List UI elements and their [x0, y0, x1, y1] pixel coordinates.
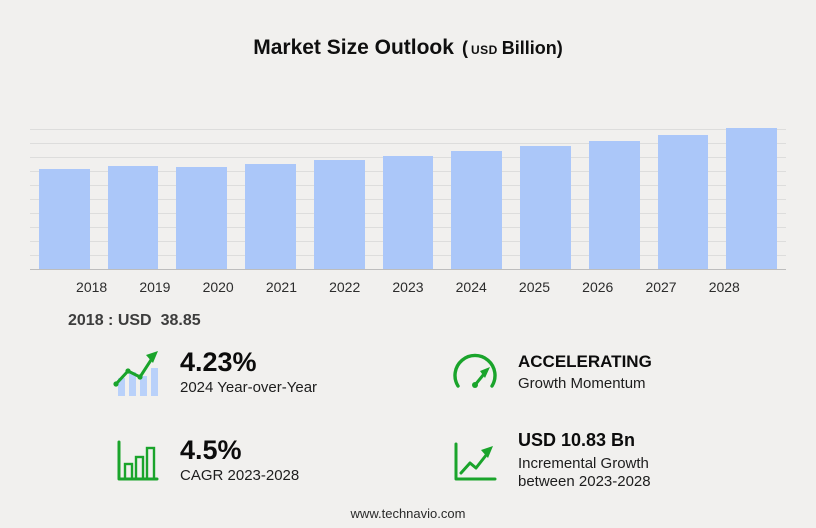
- yoy-value: 4.23%: [180, 346, 257, 377]
- chart-title: Market Size Outlook (USD Billion): [0, 0, 816, 60]
- momentum-title: ACCELERATING: [518, 351, 652, 371]
- x-tick-label: 2025: [518, 279, 551, 295]
- x-tick-label: 2020: [202, 279, 234, 295]
- stat-momentum: ACCELERATING Growth Momentum: [448, 346, 816, 400]
- bar-2020: [176, 120, 228, 269]
- baseline-note: 2018 : USD 38.85: [68, 312, 816, 330]
- chart-bars-icon: [117, 440, 159, 481]
- bar-2023: [382, 120, 434, 269]
- cagr-value: 4.5%: [180, 435, 242, 465]
- x-tick-label: 2023: [392, 279, 424, 295]
- stat-cagr: 4.5% CAGR 2023-2028: [110, 430, 448, 492]
- chart-title-text: Market Size Outlook: [253, 36, 454, 59]
- bar-2024: [451, 120, 503, 269]
- bar-2021: [245, 120, 296, 269]
- stat-incremental: USD 10.83 Bn Incremental Growth between …: [448, 430, 816, 492]
- bar-2018: [39, 120, 90, 269]
- stats-grid: 4.23% 2024 Year-over-Year ACCELERATING G…: [110, 346, 816, 492]
- bar-2027: [657, 120, 709, 269]
- bar-plot: [30, 120, 786, 270]
- baseline-label: 2018 : USD: [68, 312, 152, 329]
- cagr-label: CAGR 2023-2028: [180, 467, 300, 485]
- bar-2026: [588, 120, 640, 269]
- bar-growth-icon: [113, 351, 158, 396]
- title-unit-scale: Billion: [501, 38, 557, 58]
- x-tick-label: 2026: [582, 279, 614, 295]
- yoy-label: 2024 Year-over-Year: [180, 379, 318, 397]
- incremental-title: USD 10.83 Bn: [518, 430, 636, 450]
- bar-2019: [107, 120, 159, 269]
- baseline-value: 38.85: [160, 312, 201, 329]
- growth-arrow-icon: [454, 442, 497, 481]
- x-tick-label: 2024: [455, 279, 487, 295]
- x-tick-label: 2019: [139, 279, 171, 295]
- speedometer-icon: [453, 353, 497, 388]
- title-unit-currency: USD: [470, 43, 498, 57]
- x-tick-label: 2022: [329, 279, 361, 295]
- title-paren-close: ): [556, 38, 563, 58]
- bar-2028: [726, 120, 778, 269]
- x-tick-label: 2027: [645, 279, 677, 295]
- footer-url: www.technavio.com: [350, 506, 466, 521]
- bar-2025: [520, 120, 571, 269]
- x-tick-label: 2018: [76, 279, 108, 295]
- incremental-label-line1: Incremental Growth: [518, 454, 649, 472]
- x-axis-labels: 2018 2019 2020 2021 2022 2023 2024 2025 2026 2027…: [60, 270, 756, 295]
- x-tick-label: 2028: [708, 279, 740, 295]
- bar-chart: 2018 2019 2020 2021 2022 2023 2024 2025 2026 2027…: [30, 120, 786, 295]
- stat-yoy: 4.23% 2024 Year-over-Year: [110, 346, 448, 400]
- incremental-label-line2: between 2023-2028: [518, 473, 651, 491]
- x-tick-label: 2021: [265, 279, 297, 295]
- bar-2022: [313, 120, 365, 269]
- title-paren-open: (: [461, 38, 468, 58]
- momentum-label: Growth Momentum: [518, 375, 646, 393]
